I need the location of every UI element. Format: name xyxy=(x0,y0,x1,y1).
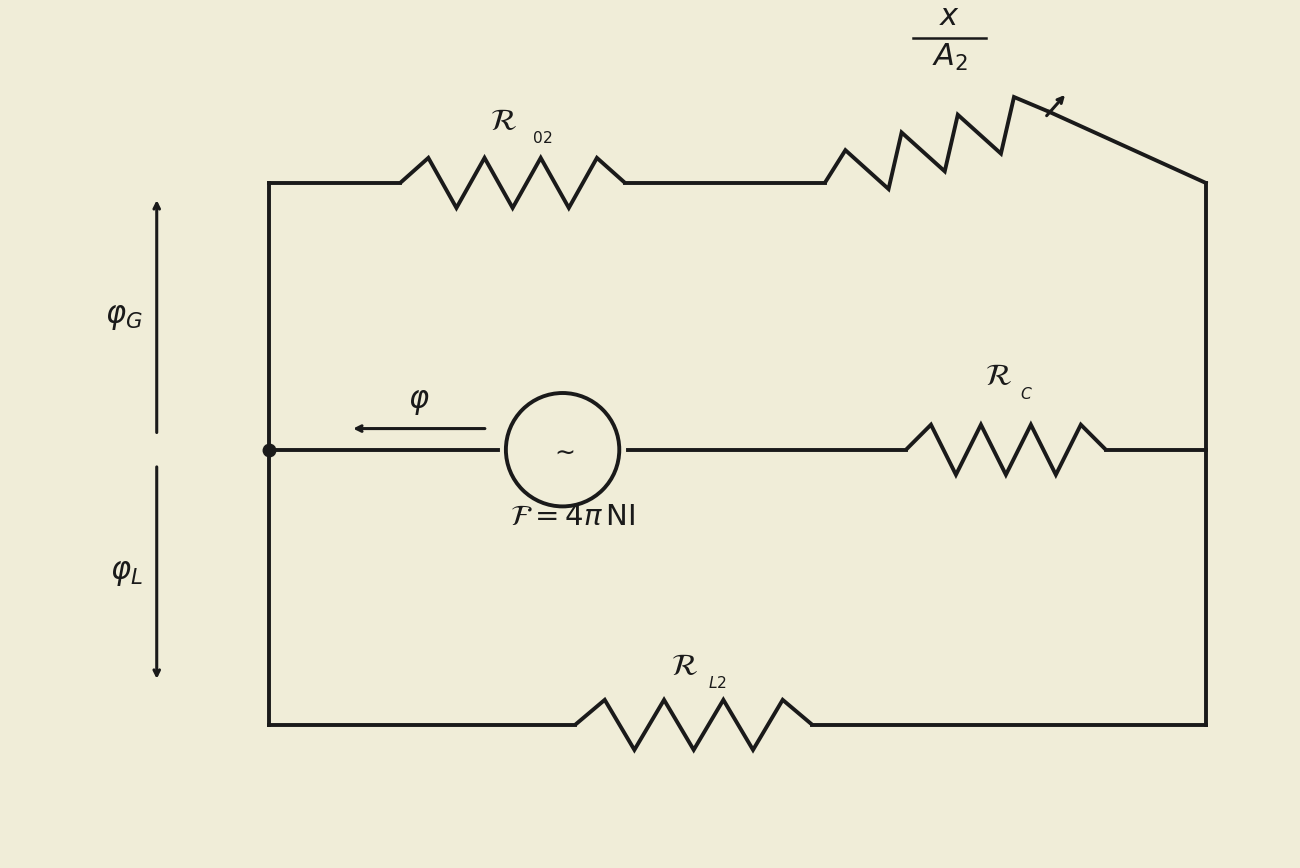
Text: $\varphi_G$: $\varphi_G$ xyxy=(105,301,142,332)
Text: $A_2$: $A_2$ xyxy=(932,42,967,73)
Text: $_C$: $_C$ xyxy=(1020,379,1034,402)
Text: $x$: $x$ xyxy=(939,1,961,32)
Text: $_{L2}$: $_{L2}$ xyxy=(708,669,727,691)
Text: $\varphi$: $\varphi$ xyxy=(408,386,430,417)
Text: $\mathcal{R}$: $\mathcal{R}$ xyxy=(985,361,1011,392)
Text: $\varphi_L$: $\varphi_L$ xyxy=(109,557,142,589)
Text: $\mathcal{R}$: $\mathcal{R}$ xyxy=(671,651,698,681)
Text: $\sim$: $\sim$ xyxy=(550,441,575,464)
Text: $\mathcal{F} = 4\pi\,\mathrm{NI}$: $\mathcal{F} = 4\pi\,\mathrm{NI}$ xyxy=(510,503,634,530)
Text: $\mathcal{R}$: $\mathcal{R}$ xyxy=(490,106,516,137)
Text: $_{02}$: $_{02}$ xyxy=(532,124,552,147)
